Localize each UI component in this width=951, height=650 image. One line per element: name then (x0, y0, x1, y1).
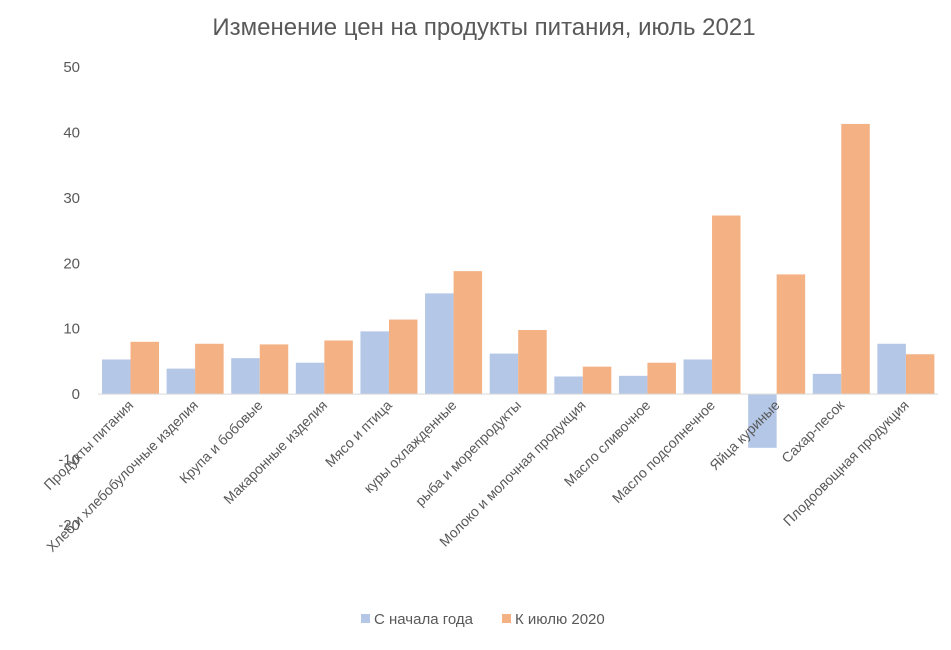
bar-ytd-3 (295, 362, 325, 395)
bar-ytd-9 (683, 359, 713, 395)
bar-yoy-2 (259, 344, 289, 395)
bar-yoy-8 (647, 362, 676, 395)
y-tick-label: 40 (63, 124, 80, 141)
y-tick-label: 50 (63, 59, 80, 76)
bar-yoy-5 (453, 271, 483, 395)
y-axis-ticks: 50 40 30 20 10 0 -10 -20 (58, 59, 80, 534)
bar-yoy-4 (388, 319, 418, 395)
y-tick-label: -20 (58, 517, 80, 534)
bar-yoy-3 (324, 340, 353, 395)
bar-yoy-10 (776, 274, 806, 395)
legend-label: К июлю 2020 (515, 611, 605, 628)
y-tick-label: 30 (63, 190, 80, 207)
bar-ytd-0 (102, 359, 131, 395)
y-tick-label: 10 (63, 321, 80, 338)
bar-ytd-2 (231, 358, 260, 395)
x-tick-label: Мясо и птица (322, 397, 395, 470)
bar-yoy-0 (130, 341, 159, 395)
bar-ytd-5 (425, 293, 454, 395)
legend-swatch (361, 614, 370, 623)
bar-ytd-10 (748, 394, 777, 448)
bar-ytd-6 (489, 353, 519, 395)
bar-ytd-11 (812, 373, 842, 395)
legend-swatch (502, 614, 511, 623)
x-tick-label: Сахар-песок (778, 396, 848, 466)
bar-yoy-9 (712, 215, 741, 395)
bars (102, 123, 935, 448)
bar-ytd-8 (618, 375, 648, 395)
bar-yoy-7 (582, 366, 612, 395)
bar-ytd-12 (877, 343, 906, 395)
bar-yoy-12 (905, 354, 935, 395)
bar-yoy-1 (195, 343, 224, 395)
bar-yoy-6 (518, 330, 547, 395)
y-tick-label: 0 (72, 386, 80, 403)
y-tick-label: -10 (58, 452, 80, 469)
bar-ytd-1 (166, 368, 196, 395)
x-tick-label: рыба и морепродукты (412, 397, 524, 509)
legend-label: С начала года (374, 611, 474, 628)
bar-ytd-4 (360, 331, 389, 395)
legend: С начала года К июлю 2020 (361, 611, 605, 628)
bar-ytd-7 (554, 376, 583, 395)
bar-yoy-11 (841, 123, 870, 395)
x-tick-label: Плодоовощная продукция (780, 397, 912, 529)
y-tick-label: 20 (63, 255, 80, 272)
chart-title: Изменение цен на продукты питания, июль … (212, 14, 755, 41)
